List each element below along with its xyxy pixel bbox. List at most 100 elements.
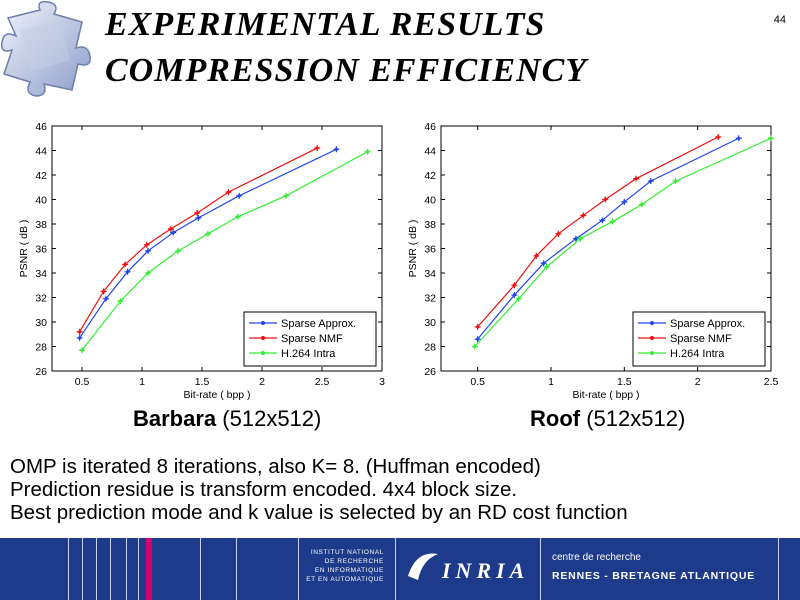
y-tick-label: 36 [424,244,436,256]
x-tick-label: 1.5 [195,376,210,388]
inria-logo-text: INRIA [441,558,529,583]
x-axis-label: Bit-rate ( bpp ) [183,389,250,401]
x-axis-label: Bit-rate ( bpp ) [572,389,639,401]
x-tick-label: 0.5 [470,376,485,388]
data-point [543,263,550,270]
data-point [117,298,124,305]
series-line [79,148,337,339]
notes: OMP is iterated 8 iterations, also K= 8.… [10,455,628,524]
data-point [167,225,174,232]
chart-barbara: 0.5 1 1.5 2 2.5 3 26 28 30 32 34 36 38 40 42 44 46 Bit-ra… [18,121,385,401]
data-point [768,135,774,142]
y-tick-label: 36 [35,244,47,256]
institute-line: EN INFORMATIQUE [314,567,384,574]
data-point [143,241,150,248]
y-axis-label: PSNR ( dB ) [407,220,419,278]
accent-stripe [146,538,152,600]
legend-marker [650,336,654,340]
data-point [647,178,654,185]
data-point [103,295,109,302]
data-point [76,334,83,341]
note-line: OMP is iterated 8 iterations, also K= 8.… [10,455,541,478]
institute-name: INSTITUT NATIONAL DE RECHERCHE EN INFORM… [300,548,384,584]
x-tick-label: 2 [259,376,265,388]
location-text: RENNES - BRETAGNE ATLANTIQUE [552,570,756,582]
series-line [477,136,719,328]
legend-marker [650,351,654,355]
caption-barbara: Barbara (512x512) [133,406,321,432]
y-tick-label: 34 [424,268,436,280]
data-point [236,192,243,199]
y-tick-label: 28 [35,342,47,354]
data-point [283,192,289,199]
y-tick-label: 28 [424,342,436,354]
slide-title: Experimental Results [105,6,546,43]
legend-label: H.264 Intra [670,348,725,360]
data-point [364,148,371,155]
data-point [333,146,340,153]
caption-roof-size: (512x512) [586,406,686,431]
data-point [599,217,606,224]
y-tick-label: 46 [35,121,47,133]
centre-text: centre de recherche [552,552,641,563]
data-point [314,145,321,152]
x-tick-label: 3 [379,376,385,388]
legend-label: H.264 Intra [281,348,336,360]
y-tick-label: 32 [35,293,47,305]
legend-box [243,311,377,367]
y-tick-label: 46 [424,121,436,133]
chart-roof: 0.5 1 1.5 2 2.5 26 28 30 32 34 36 38 40 42 44 46 Bit-rat… [407,121,779,401]
caption-roof: Roof (512x512) [530,406,685,432]
inria-logo: INRIA [408,553,529,583]
data-point [602,196,609,203]
data-point [194,209,201,216]
data-point [638,201,645,208]
data-point [511,292,518,299]
footer-bar: INSTITUT NATIONAL DE RECHERCHE EN INFORM… [0,538,800,600]
data-point [205,230,211,237]
data-point [511,282,518,289]
y-tick-label: 40 [35,195,47,207]
data-point [471,343,478,350]
y-tick-label: 38 [424,219,436,231]
y-tick-label: 40 [424,195,436,207]
legend-marker [261,321,265,325]
x-tick-label: 0.5 [75,376,90,388]
caption-barbara-name: Barbara [133,406,217,431]
x-tick-label: 2.5 [315,376,330,388]
legend-marker [261,336,265,340]
x-tick-label: 1.5 [617,376,632,388]
institute-line: DE RECHERCHE [324,558,384,565]
y-tick-label: 30 [424,317,436,329]
data-point [715,134,722,141]
y-tick-label: 42 [424,170,436,182]
data-point [540,260,547,267]
y-tick-label: 32 [424,293,436,305]
data-point [79,347,85,354]
y-tick-label: 30 [35,317,47,329]
caption-barbara-size: (512x512) [222,406,322,431]
data-point [225,189,232,196]
y-tick-label: 44 [35,146,47,158]
institute-line: INSTITUT NATIONAL [310,549,384,556]
data-point [474,323,481,330]
data-point [124,268,131,275]
data-point [515,295,522,302]
slide-subtitle: Compression Efficiency [105,52,588,89]
data-point [474,336,481,343]
data-point [170,229,177,236]
data-point [145,247,151,254]
institute-line: ET EN AUTOMATIQUE [306,576,384,583]
data-point [609,218,616,225]
data-point [633,175,640,182]
legend-marker [650,321,654,325]
page-number: 44 [773,14,786,26]
data-point [76,328,83,335]
x-tick-label: 2.5 [764,376,779,388]
legend-label: Sparse Approx. [281,318,356,330]
data-point [555,230,562,237]
data-point [580,212,587,219]
data-point [195,214,202,221]
data-point [621,198,628,205]
y-tick-label: 26 [424,366,436,378]
